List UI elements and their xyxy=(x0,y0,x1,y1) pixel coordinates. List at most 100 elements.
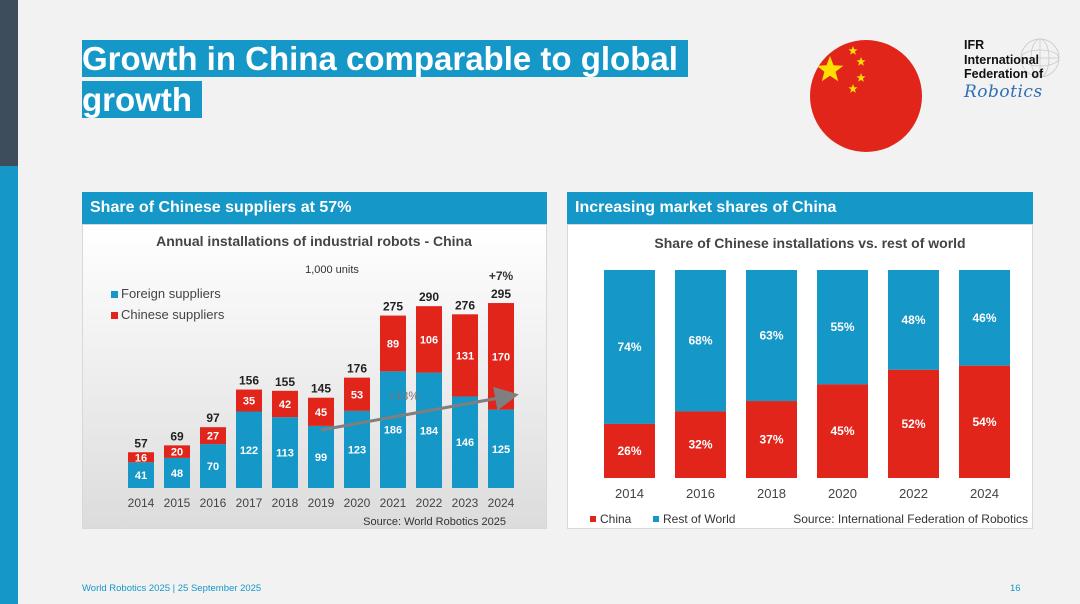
bar-chinese-2019 xyxy=(308,397,334,426)
bar-rest-2014 xyxy=(604,270,655,424)
market-share-chart: Share of Chinese installations vs. rest … xyxy=(590,235,1028,526)
label-chinese-2017: 35 xyxy=(243,396,255,408)
ifr-logo-text: IFR International Federation of xyxy=(964,38,1044,81)
xtick-2021: 2021 xyxy=(380,496,407,510)
label-chinese-2023: 131 xyxy=(456,350,474,362)
xtick-2016: 2016 xyxy=(200,496,227,510)
bar-chinese-2017 xyxy=(236,389,262,412)
label-foreign-2014: 41 xyxy=(135,470,147,482)
legend-label-chinese: Chinese suppliers xyxy=(121,307,225,322)
legend-swatch-rest xyxy=(653,516,659,522)
label-total-2019: 145 xyxy=(311,382,331,396)
cagr-label: +13% xyxy=(388,389,419,403)
label-foreign-2015: 48 xyxy=(171,468,183,480)
bar-china-2018 xyxy=(746,401,797,478)
label-total-2021: 275 xyxy=(383,300,403,314)
label-total-2024: 295 xyxy=(491,287,511,301)
bar-foreign-2023 xyxy=(452,396,478,488)
left-chart-panel: Annual installations of industrial robot… xyxy=(82,224,547,529)
ifr-logo: IFR International Federation of Robotics xyxy=(964,36,1064,108)
label-china-2014: 26% xyxy=(617,444,641,458)
bar-chinese-2016 xyxy=(200,427,226,445)
label-foreign-2016: 70 xyxy=(207,461,219,473)
label-chinese-2019: 45 xyxy=(315,407,327,419)
label-china-2016: 32% xyxy=(688,438,712,452)
legend-swatch-chinese xyxy=(111,312,118,319)
ifr-logo-robotics: Robotics xyxy=(964,82,1043,102)
sidebar-accent-dark xyxy=(0,0,18,166)
label-total-2016: 97 xyxy=(206,411,220,425)
legend-label-foreign: Foreign suppliers xyxy=(121,286,221,301)
footer-text: World Robotics 2025 | 25 September 2025 xyxy=(82,583,262,594)
legend-label-rest: Rest of World xyxy=(663,512,735,526)
xtick-2024: 2024 xyxy=(488,496,515,510)
label-chinese-2021: 89 xyxy=(387,338,399,350)
label-total-2022: 290 xyxy=(419,290,439,304)
bar-foreign-2017 xyxy=(236,411,262,488)
xtick-2018: 2018 xyxy=(757,486,786,501)
legend-swatch-foreign xyxy=(111,291,118,298)
label-rest-2020: 55% xyxy=(830,320,854,334)
bar-rest-2020 xyxy=(817,270,868,385)
xtick-2022: 2022 xyxy=(899,486,928,501)
bar-chinese-2023 xyxy=(452,314,478,397)
bar-foreign-2016 xyxy=(200,444,226,488)
bar-chinese-2021 xyxy=(380,315,406,372)
label-total-2014: 57 xyxy=(134,436,148,450)
label-total-2023: 276 xyxy=(455,298,475,312)
bar-rest-2022 xyxy=(888,270,939,370)
bar-china-2024 xyxy=(959,365,1010,478)
label-chinese-2020: 53 xyxy=(351,389,363,401)
label-rest-2024: 46% xyxy=(972,311,996,325)
page-title: Growth in China comparable to global gro… xyxy=(82,38,762,120)
bar-chinese-2014 xyxy=(128,452,154,463)
bar-china-2022 xyxy=(888,369,939,478)
left-chart-title: Annual installations of industrial robot… xyxy=(156,233,472,249)
bar-chinese-2022 xyxy=(416,306,442,373)
bar-foreign-2019 xyxy=(308,425,334,488)
xtick-2017: 2017 xyxy=(236,496,263,510)
label-foreign-2020: 123 xyxy=(348,444,366,456)
label-foreign-2017: 122 xyxy=(240,445,258,457)
label-china-2018: 37% xyxy=(759,433,783,447)
bar-china-2014 xyxy=(604,423,655,478)
legend-label-china: China xyxy=(600,512,632,526)
left-source: Source: World Robotics 2025 xyxy=(363,516,506,528)
label-rest-2014: 74% xyxy=(617,340,641,354)
legend-swatch-china xyxy=(590,516,596,522)
xtick-2022: 2022 xyxy=(416,496,443,510)
right-source: Source: International Federation of Robo… xyxy=(793,512,1028,526)
xtick-2020: 2020 xyxy=(344,496,371,510)
right-chart-panel: Share of Chinese installations vs. rest … xyxy=(567,224,1033,529)
xtick-2019: 2019 xyxy=(308,496,335,510)
label-total-2020: 176 xyxy=(347,362,367,376)
page-number: 16 xyxy=(1010,583,1021,594)
bar-china-2020 xyxy=(817,384,868,478)
label-foreign-2021: 186 xyxy=(384,425,402,437)
unit-label: 1,000 units xyxy=(305,264,359,276)
sidebar-accent-blue xyxy=(0,166,18,604)
xtick-2016: 2016 xyxy=(686,486,715,501)
label-foreign-2023: 146 xyxy=(456,437,474,449)
label-china-2022: 52% xyxy=(901,417,925,431)
xtick-2015: 2015 xyxy=(164,496,191,510)
label-chinese-2024: 170 xyxy=(492,351,510,363)
right-chart-title: Share of Chinese installations vs. rest … xyxy=(654,235,965,251)
label-rest-2022: 48% xyxy=(901,313,925,327)
bar-rest-2016 xyxy=(675,270,726,412)
installations-chart: Annual installations of industrial robot… xyxy=(83,225,546,528)
label-rest-2018: 63% xyxy=(759,329,783,343)
label-total-2017: 156 xyxy=(239,374,259,388)
label-foreign-2024: 125 xyxy=(492,444,510,456)
label-foreign-2019: 99 xyxy=(315,452,327,464)
bar-foreign-2015 xyxy=(164,457,190,488)
bar-china-2016 xyxy=(675,411,726,478)
label-foreign-2022: 184 xyxy=(420,425,439,437)
bar-foreign-2024 xyxy=(488,409,514,488)
xtick-2020: 2020 xyxy=(828,486,857,501)
label-chinese-2014: 16 xyxy=(135,452,147,464)
xtick-2018: 2018 xyxy=(272,496,299,510)
xtick-2023: 2023 xyxy=(452,496,479,510)
xtick-2014: 2014 xyxy=(128,496,155,510)
china-flag-icon xyxy=(810,40,922,152)
